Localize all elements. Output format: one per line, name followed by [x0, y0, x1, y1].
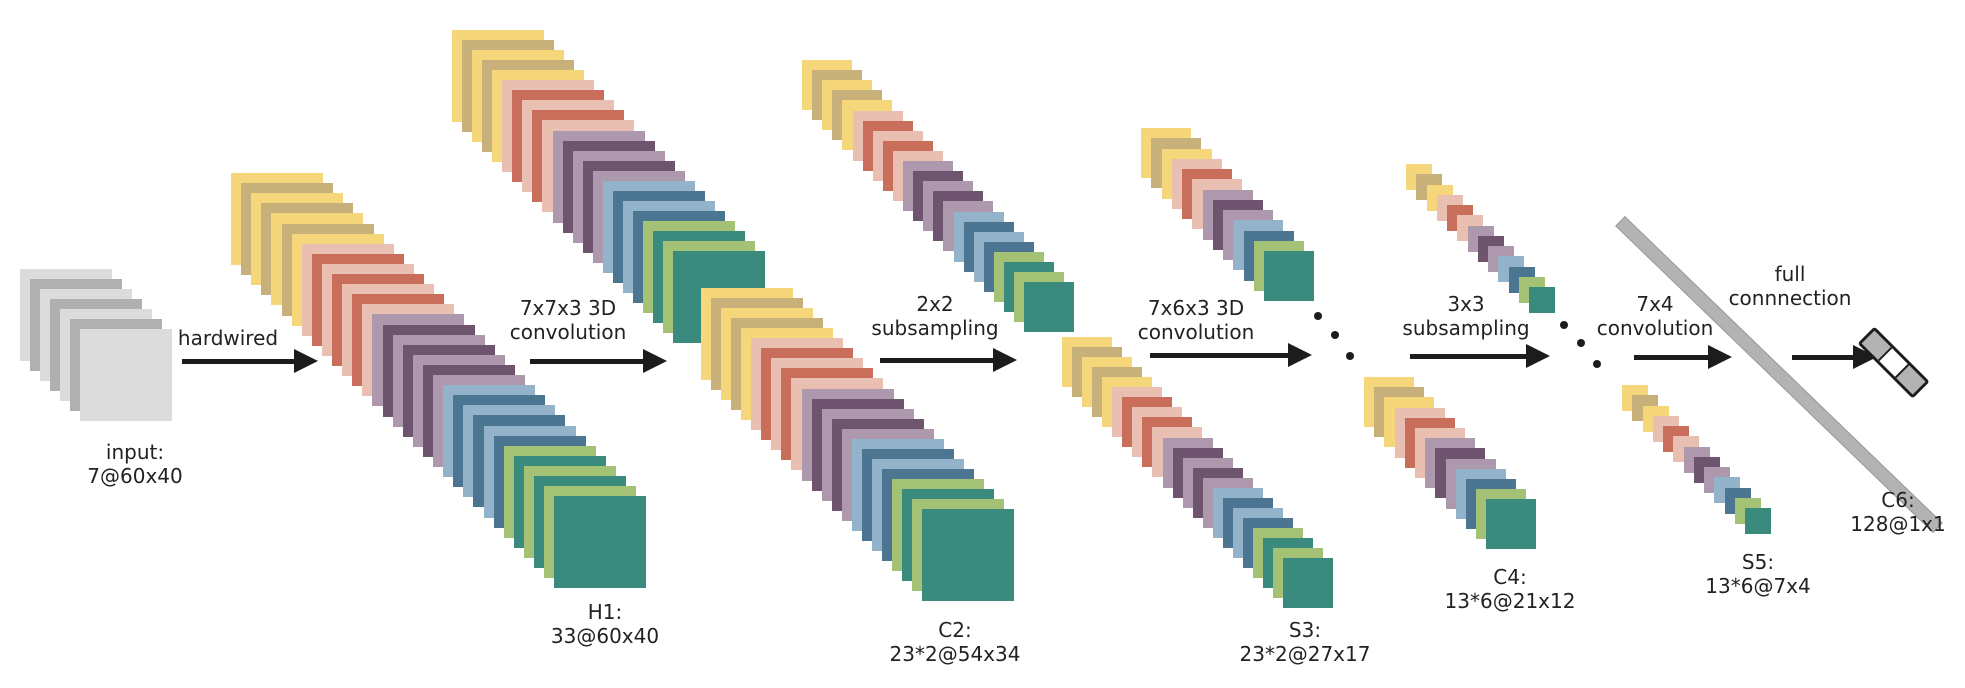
- arrow-conv2d: [1634, 345, 1732, 369]
- ellipsis-dot: [1346, 352, 1354, 360]
- feature-map: [1283, 558, 1334, 609]
- layer-title: C4:: [1493, 565, 1527, 589]
- op-label-line1: 7x6x3 3D: [1147, 296, 1245, 320]
- op-label-line2: subsampling: [1402, 316, 1530, 340]
- op-label-line2: convolution: [509, 320, 627, 344]
- arrow-conv3d-2: [1150, 343, 1312, 367]
- arrowhead-icon: [1526, 344, 1550, 368]
- label-s3: S3: 23*2@27x17: [1240, 618, 1371, 666]
- feature-map: [1529, 287, 1555, 313]
- op-label-line2: convolution: [1596, 316, 1714, 340]
- op-label-line1: 7x7x3 3D: [519, 296, 617, 320]
- feature-map: [554, 496, 647, 589]
- ellipsis-dot: [1331, 331, 1339, 339]
- label-c4: C4: 13*6@21x12: [1445, 565, 1576, 613]
- label-s5: S5: 13*6@7x4: [1705, 550, 1810, 598]
- op-label-line2: convolution: [1137, 320, 1255, 344]
- op-label-subsample-2: 3x3 subsampling: [1402, 292, 1529, 340]
- layer-title: input:: [105, 440, 165, 464]
- arrow-hardwired: [182, 349, 318, 373]
- arrow-subsample-1: [880, 348, 1017, 372]
- op-label-full-connection: full connnection: [1729, 262, 1852, 310]
- op-label-subsample-1: 2x2 subsampling: [871, 292, 998, 340]
- ellipsis-dot: [1577, 339, 1585, 347]
- layer-title: S3:: [1288, 618, 1322, 642]
- op-label-line2: subsampling: [871, 316, 999, 340]
- op-label-line1: 2x2: [916, 292, 954, 316]
- feature-map: [1024, 282, 1075, 333]
- layer-title: S5:: [1741, 550, 1775, 574]
- layer-dimensions: 33@60x40: [550, 624, 660, 648]
- feature-map: [1745, 508, 1771, 534]
- label-c2: C2: 23*2@54x34: [890, 618, 1021, 666]
- layer-dimensions: 23*2@54x34: [889, 642, 1021, 666]
- arrowhead-icon: [643, 349, 667, 373]
- feature-map: [1486, 499, 1537, 550]
- op-label-conv3d-2: 7x6x3 3D convolution: [1138, 296, 1255, 344]
- layer-dimensions: 7@60x40: [87, 464, 183, 488]
- layer-title: H1:: [587, 600, 623, 624]
- layer-dimensions: 128@1x1: [1850, 512, 1946, 536]
- layer-title: C6:: [1881, 488, 1915, 512]
- arrow-subsample-2: [1410, 344, 1550, 368]
- label-c6: C6: 128@1x1: [1850, 488, 1945, 536]
- feature-map: [80, 329, 172, 421]
- layer-dimensions: 13*6@7x4: [1705, 574, 1811, 598]
- arrowhead-icon: [993, 348, 1017, 372]
- op-label-conv3d-1: 7x7x3 3D convolution: [510, 296, 627, 344]
- arrowhead-icon: [1708, 345, 1732, 369]
- feature-map: [922, 509, 1015, 602]
- layer-dimensions: 13*6@21x12: [1444, 589, 1576, 613]
- ellipsis-dot: [1593, 360, 1601, 368]
- arrow-full-connection: [1792, 345, 1877, 369]
- ellipsis-dot: [1314, 312, 1322, 320]
- op-label-hardwired: hardwired: [178, 326, 278, 350]
- op-label-line1: hardwired: [177, 326, 279, 350]
- label-h1: H1: 33@60x40: [551, 600, 659, 648]
- arrowhead-icon: [1288, 343, 1312, 367]
- op-label-line1: 3x3: [1447, 292, 1485, 316]
- op-label-line2: connnection: [1728, 286, 1852, 310]
- feature-map: [1264, 251, 1314, 301]
- arrow-conv3d-1: [530, 349, 667, 373]
- op-label-conv2d: 7x4 convolution: [1597, 292, 1714, 340]
- op-label-line1: 7x4: [1636, 292, 1674, 316]
- layer-title: C2:: [938, 618, 972, 642]
- arrowhead-icon: [294, 349, 318, 373]
- label-input: input: 7@60x40: [87, 440, 182, 488]
- op-label-line1: full: [1774, 262, 1806, 286]
- ellipsis-dot: [1560, 321, 1568, 329]
- layer-dimensions: 23*2@27x17: [1239, 642, 1371, 666]
